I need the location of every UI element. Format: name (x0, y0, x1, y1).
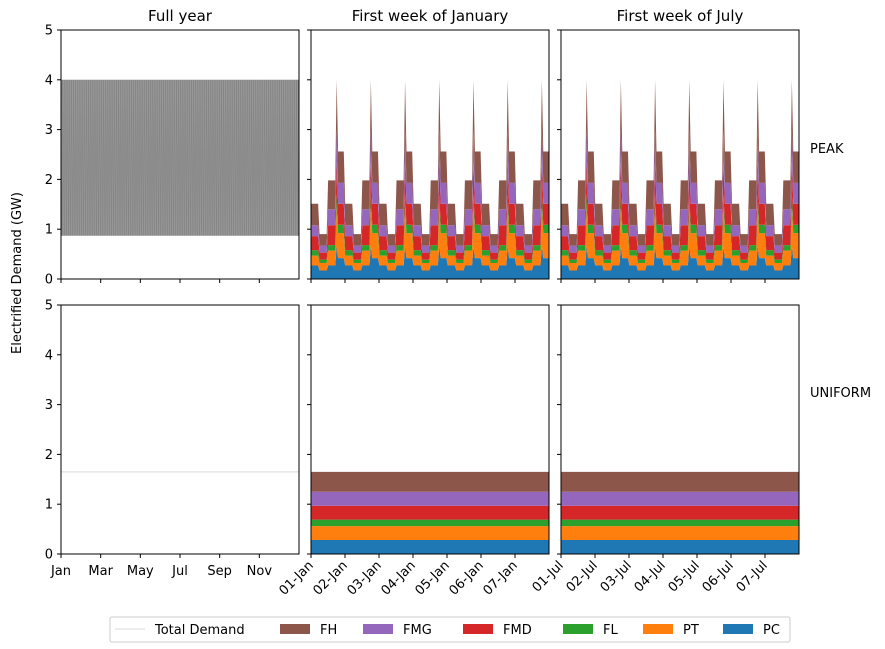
legend-label: Total Demand (154, 623, 245, 638)
x-tick-label: Jan (50, 564, 71, 579)
legend-swatch-fh (280, 624, 310, 634)
area-fmg (311, 128, 549, 253)
area-pc (311, 540, 549, 554)
panel-peak-week-2 (561, 79, 799, 279)
x-tick-label: 05-Jul (666, 558, 703, 595)
y-tick-label: 1 (45, 498, 53, 513)
area-fmd (561, 505, 799, 520)
x-tick-label: 02-Jan (311, 558, 351, 598)
legend-label: PC (763, 623, 780, 638)
legend-swatch-fl (563, 624, 593, 634)
row-label-peak: PEAK (810, 142, 844, 157)
panel-peak-year (61, 79, 299, 236)
panel-frame (560, 29, 800, 280)
area-fmd (311, 505, 549, 520)
y-tick-label: 1 (45, 223, 53, 238)
x-tick-label: 01-Jan (277, 558, 317, 598)
y-axis-label: Electrified Demand (GW) (10, 192, 25, 354)
x-tick-label: Nov (247, 564, 273, 579)
panel-frame (310, 304, 550, 555)
x-tick-label: 06-Jan (447, 558, 487, 598)
area-pt (561, 207, 799, 271)
area-fl (311, 519, 549, 527)
legend-label: PT (683, 623, 699, 638)
area-fmd (311, 161, 549, 260)
area-fl (561, 519, 799, 527)
area-fmg (561, 491, 799, 506)
legend-swatch-pt (643, 624, 673, 634)
x-tick-label: May (127, 564, 154, 579)
x-tick-label: 03-Jul (598, 558, 635, 595)
area-fmd (561, 161, 799, 260)
y-tick-label: 0 (45, 548, 53, 563)
panel-uniform-week-1 (311, 471, 549, 554)
legend-label: FL (603, 623, 618, 638)
x-tick-label: 01-Jul (530, 558, 567, 595)
area-pc (311, 246, 549, 279)
legend-label: FMG (403, 623, 432, 638)
x-tick-label: 04-Jan (379, 558, 419, 598)
x-tick-label: 03-Jan (345, 558, 385, 598)
area-fh (311, 471, 549, 492)
x-tick-label: 05-Jan (413, 558, 453, 598)
y-tick-label: 2 (45, 173, 53, 188)
x-tick-label: Sep (207, 564, 232, 579)
x-tick-label: 06-Jul (700, 558, 737, 595)
legend-label: FMD (503, 623, 532, 638)
area-pc (561, 246, 799, 279)
panel-frame (60, 304, 300, 555)
line-total-demand-year (61, 79, 299, 236)
x-tick-label: Jul (171, 564, 188, 579)
area-fh (561, 79, 799, 246)
area-fh (311, 79, 549, 246)
y-tick-label: 3 (45, 398, 53, 413)
area-pt (311, 207, 549, 271)
x-tick-label: Mar (88, 564, 113, 579)
x-tick-label: 04-Jul (632, 558, 669, 595)
panel-frame (310, 29, 550, 280)
panel-title: Full year (148, 7, 213, 25)
y-tick-label: 2 (45, 448, 53, 463)
row-label-uniform: UNIFORM (810, 386, 871, 401)
panel-peak-week-1 (311, 79, 549, 279)
y-tick-label: 5 (45, 299, 53, 314)
legend-swatch-fmg (363, 624, 393, 634)
y-tick-label: 3 (45, 123, 53, 138)
panel-uniform-week-2 (561, 471, 799, 554)
x-tick-label: 07-Jul (734, 558, 771, 595)
area-pt (561, 526, 799, 541)
legend-swatch-pc (723, 624, 753, 634)
panel-frame (560, 304, 800, 555)
panel-title: First week of January (352, 7, 509, 25)
area-fmg (311, 491, 549, 506)
legend-box (109, 616, 791, 643)
y-tick-label: 0 (45, 273, 53, 288)
legend-label: FH (320, 623, 337, 638)
y-tick-label: 4 (45, 73, 53, 88)
panel-title: First week of July (617, 7, 744, 25)
area-fmg (561, 128, 799, 253)
legend-swatch-fmd (463, 624, 493, 634)
area-pc (561, 540, 799, 554)
x-tick-label: 02-Jul (564, 558, 601, 595)
y-tick-label: 4 (45, 348, 53, 363)
area-fl (561, 194, 799, 264)
area-fh (561, 471, 799, 492)
y-tick-label: 5 (45, 24, 53, 39)
x-tick-label: 07-Jan (481, 558, 521, 598)
area-pt (311, 526, 549, 541)
area-fl (311, 194, 549, 264)
